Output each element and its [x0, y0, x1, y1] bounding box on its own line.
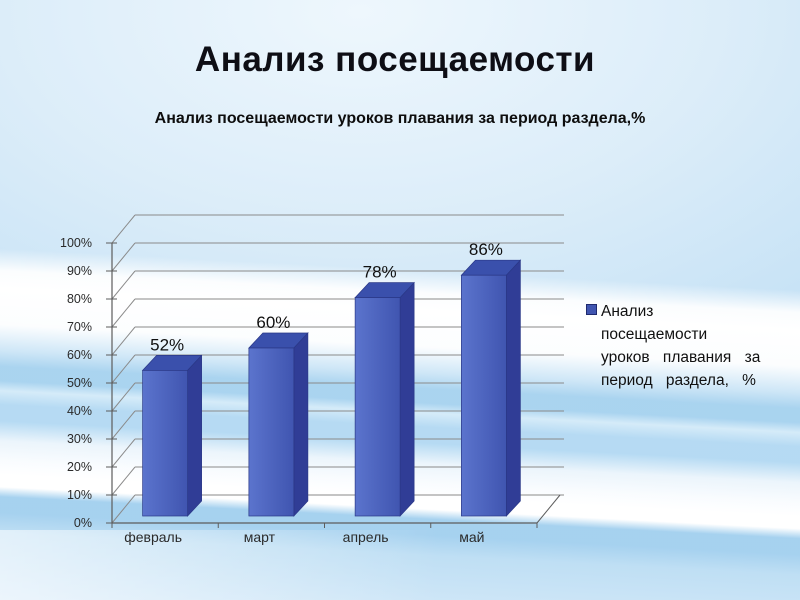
y-tick-label: 40%	[67, 404, 92, 418]
y-tick-label: 10%	[67, 488, 92, 502]
slide-subtitle: Анализ посещаемости уроков плавания за п…	[154, 110, 646, 127]
depth-line	[111, 354, 136, 384]
bar-front-face	[248, 347, 295, 517]
bar-value-label: 60%	[256, 313, 290, 332]
bar-top-face	[460, 259, 522, 276]
chart-bar	[354, 281, 415, 517]
depth-line	[111, 438, 136, 468]
floor-edge	[536, 494, 561, 524]
bar-value-label: 86%	[469, 240, 503, 259]
category-label: март	[244, 529, 276, 545]
legend-label: Анализ посещаемости уроков плавания за пери…	[601, 300, 760, 392]
bars: 52% февраль 60% март 78% апрель 86% май	[124, 240, 522, 545]
bar-front-face	[354, 297, 401, 517]
category-label: май	[459, 529, 484, 545]
legend-swatch	[586, 304, 597, 315]
bar-front-face	[461, 274, 507, 517]
depth-line	[111, 494, 136, 524]
bar-side-face	[293, 332, 309, 517]
y-tick-label: 0%	[74, 516, 92, 530]
depth-line	[111, 298, 136, 328]
depth-line	[111, 242, 136, 272]
bar-side-face	[506, 259, 521, 517]
bar-front-face	[142, 370, 188, 517]
chart-bar	[248, 332, 309, 517]
depth-line	[111, 382, 136, 412]
legend-label-line: посещаемости	[601, 326, 708, 343]
grid-and-axes: 0% 10% 20% 30% 40% 50% 60% 70% 80% 90% 100%	[60, 214, 564, 530]
bar-top-face	[354, 282, 415, 298]
legend-label-line: Анализ	[601, 303, 654, 320]
category-label: февраль	[124, 529, 182, 545]
bar-side-face	[187, 354, 202, 517]
depth-line	[111, 326, 136, 356]
y-tick-label: 20%	[67, 460, 92, 474]
y-tick-label: 30%	[67, 432, 92, 446]
depth-line	[111, 410, 136, 440]
chart-bar	[460, 259, 522, 517]
chart-legend: Анализ посещаемости уроков плавания за пери…	[586, 300, 782, 392]
y-tick-label: 90%	[67, 264, 92, 278]
y-tick-label: 50%	[67, 376, 92, 390]
bar-value-label: 78%	[363, 263, 397, 282]
legend-label-line: уроков плавания за	[601, 349, 761, 366]
bar-side-face	[399, 281, 415, 517]
bar-value-label: 52%	[150, 335, 184, 354]
depth-line	[111, 214, 136, 244]
depth-line	[111, 466, 136, 496]
y-tick-label: 70%	[67, 320, 92, 334]
y-tick-label: 100%	[60, 236, 92, 250]
slide-title: Анализ посещаемости	[194, 40, 596, 79]
legend-label-line: период раздела, %	[601, 372, 756, 389]
bar-top-face	[248, 332, 309, 349]
category-label: апрель	[343, 529, 389, 545]
chart-bar	[141, 354, 203, 517]
y-tick-label: 60%	[67, 348, 92, 362]
y-tick-label: 80%	[67, 292, 92, 306]
depth-line	[111, 270, 136, 300]
bar-top-face	[141, 355, 203, 371]
